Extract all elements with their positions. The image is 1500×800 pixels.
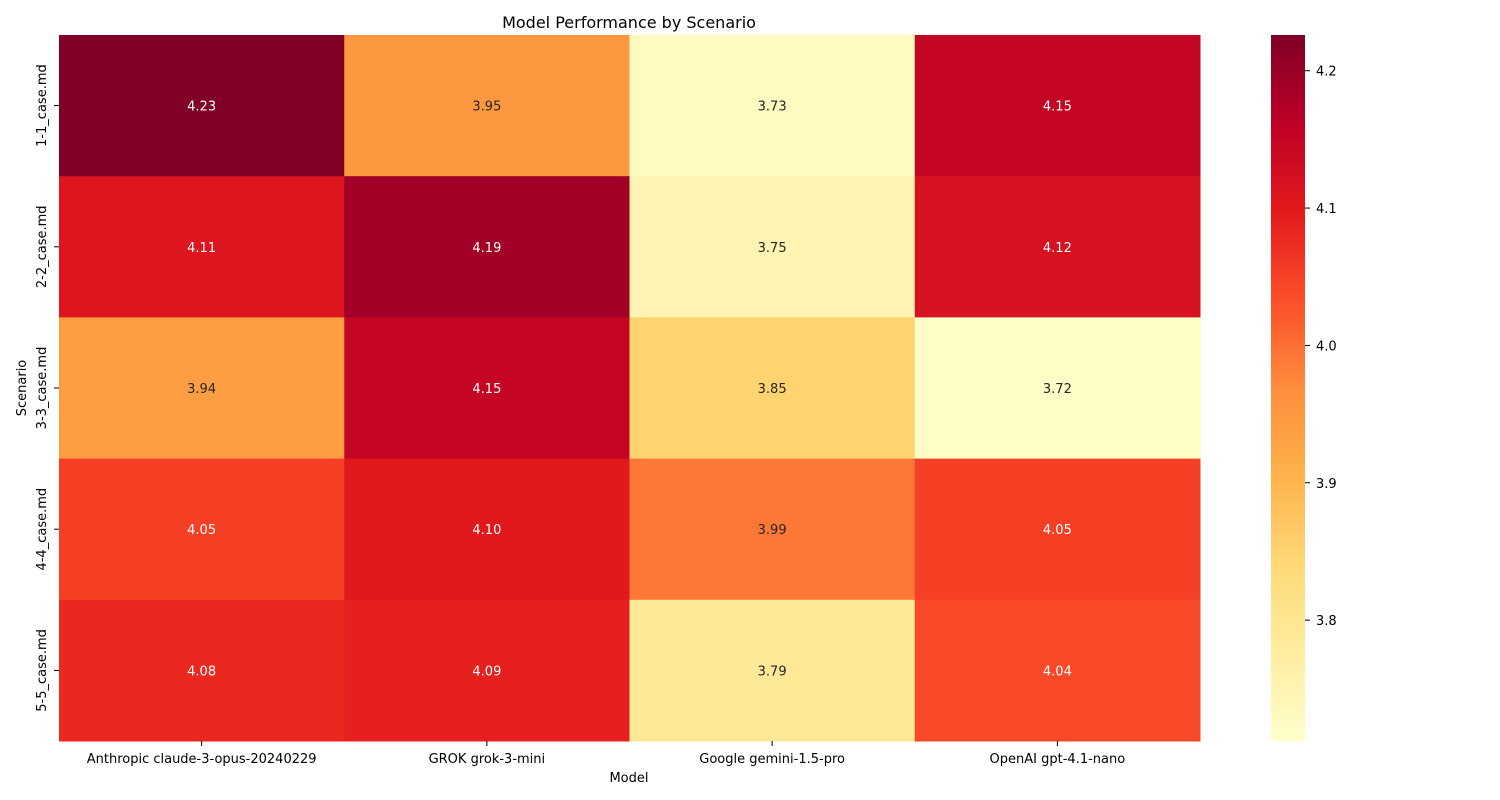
heatmap-cell: [59, 176, 345, 318]
x-tick-label: OpenAI gpt-4.1-nano: [990, 752, 1126, 767]
cell-value-label: 4.04: [1043, 664, 1072, 679]
y-axis-label: Scenario: [15, 360, 30, 417]
y-tick-label: 1-1_case.md: [35, 64, 50, 147]
y-axis-ticks: 1-1_case.md 2-2_case.md 3-3_case.md 4-4_cas…: [35, 64, 59, 712]
heatmap-cell: [629, 35, 916, 177]
heatmap-cell: [629, 458, 916, 601]
heatmap-cell: [59, 458, 345, 601]
cell-value-label: 3.72: [1043, 382, 1072, 397]
cell-value-label: 4.12: [1043, 241, 1072, 256]
colorbar-tick-label: 4.1: [1316, 202, 1337, 217]
heatmap-cell: [914, 317, 1201, 460]
heatmap-cell: [914, 599, 1201, 742]
cell-value-label: 4.05: [187, 523, 216, 538]
cell-value-label: 4.08: [187, 664, 216, 679]
cell-value-label: 4.11: [187, 241, 216, 256]
heatmap-cell: [344, 35, 630, 177]
colorbar-tick-label: 4.2: [1316, 65, 1337, 80]
chart-title: Model Performance by Scenario: [502, 13, 756, 32]
cell-value-label: 4.15: [472, 382, 501, 397]
heatmap-cell: [344, 599, 630, 742]
colorbar-ticks: 3.8 3.9 4.0 4.1 4.2: [1305, 65, 1337, 629]
cell-value-label: 3.85: [758, 382, 787, 397]
x-tick-label: Anthropic claude-3-opus-20240229: [87, 752, 317, 767]
cell-value-label: 4.10: [472, 523, 501, 538]
cell-value-label: 4.15: [1043, 100, 1072, 115]
cell-value-label: 4.23: [187, 100, 216, 115]
cell-value-label: 4.19: [472, 241, 501, 256]
colorbar-tick-label: 3.9: [1316, 477, 1337, 492]
y-tick-label: 4-4_case.md: [35, 488, 50, 571]
colorbar-tick-label: 3.8: [1316, 614, 1337, 629]
heatmap-cell: [59, 599, 345, 742]
cell-value-label: 3.94: [187, 382, 216, 397]
heatmap-cell: [59, 317, 345, 460]
heatmap-cells: [59, 35, 1201, 742]
cell-value-label: 4.05: [1043, 523, 1072, 538]
y-tick-label: 2-2_case.md: [35, 205, 50, 288]
heatmap-cell: [629, 176, 916, 318]
heatmap-cell: [629, 599, 916, 742]
cell-value-label: 3.73: [758, 100, 787, 115]
colorbar-tick-label: 4.0: [1316, 339, 1337, 354]
heatmap-cell: [344, 176, 630, 318]
x-axis-label: Model: [609, 771, 648, 786]
cell-value-label: 3.99: [758, 523, 787, 538]
cell-value-labels: 4.23 3.95 3.73 4.15 4.11 4.19 3.75 4.12 3.94 4.15…: [187, 100, 1072, 680]
y-tick-label: 3-3_case.md: [35, 347, 50, 430]
cell-value-label: 4.09: [472, 664, 501, 679]
x-axis-ticks: Anthropic claude-3-opus-20240229 GROK gro…: [87, 741, 1126, 767]
x-tick-label: GROK grok-3-mini: [429, 752, 546, 767]
heatmap-cell: [59, 35, 345, 177]
heatmap-cell: [344, 317, 630, 460]
x-tick-label: Google gemini-1.5-pro: [699, 752, 845, 767]
heatmap-cell: [914, 35, 1201, 177]
cell-value-label: 3.95: [472, 100, 501, 115]
heatmap-cell: [914, 176, 1201, 318]
colorbar: [1271, 35, 1305, 741]
heatmap-cell: [344, 458, 630, 601]
heatmap-cell: [629, 317, 916, 460]
cell-value-label: 3.75: [758, 241, 787, 256]
y-tick-label: 5-5_case.md: [35, 629, 50, 712]
cell-value-label: 3.79: [758, 664, 787, 679]
heatmap-cell: [914, 458, 1201, 601]
